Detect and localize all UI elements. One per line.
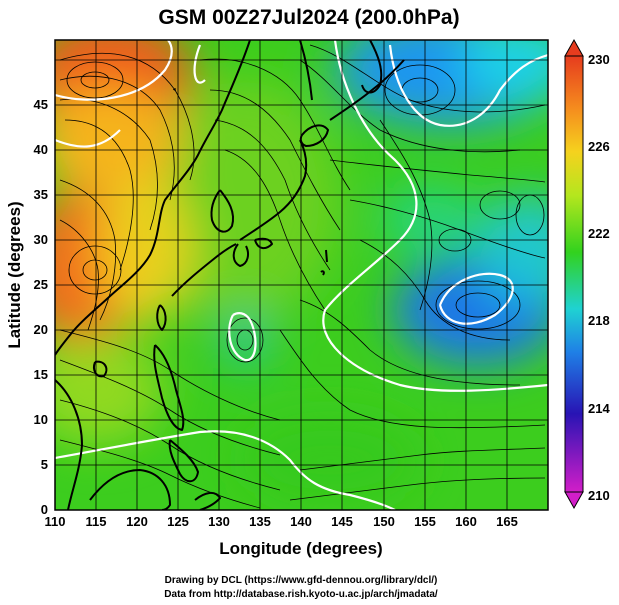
x-axis-label: Longitude (degrees) <box>219 539 382 558</box>
y-tick-label: 35 <box>34 187 48 202</box>
colorbar: 210 214 218 222 226 230 <box>564 38 610 510</box>
luzon <box>153 344 185 431</box>
x-tick-label: 150 <box>373 514 395 529</box>
x-tick-label: 165 <box>496 514 518 529</box>
sulawesi <box>194 492 221 510</box>
y-tick-label: 40 <box>34 142 48 157</box>
x-tick-label: 145 <box>331 514 353 529</box>
y-tick-label: 15 <box>34 367 48 382</box>
colorbar-tick-label: 214 <box>588 401 610 416</box>
y-tick-label: 30 <box>34 232 48 247</box>
philippines-south <box>168 439 199 483</box>
kamchatka <box>361 40 383 94</box>
x-axis: 110 115 120 125 130 135 140 145 150 155 … <box>45 514 518 558</box>
y-tick-label: 20 <box>34 322 48 337</box>
y-axis: 0 5 10 15 20 25 30 35 40 45 Latitude (de… <box>5 97 48 517</box>
japan-shikoku <box>254 237 273 250</box>
sakhalin-kurils <box>299 40 405 121</box>
colorbar-tick-label: 230 <box>588 52 610 67</box>
colorbar-top-triangle <box>564 38 584 57</box>
credit-data: Data from http://database.rish.kyoto-u.a… <box>164 589 438 600</box>
plot-frame <box>54 39 549 511</box>
x-tick-label: 125 <box>167 514 189 529</box>
x-tick-label: 120 <box>126 514 148 529</box>
borneo <box>89 469 171 510</box>
colorbar-tick-label: 222 <box>588 226 610 241</box>
indochina <box>55 379 83 510</box>
colorbar-tick-label: 226 <box>588 139 610 154</box>
colorbar-bottom-triangle <box>564 491 584 510</box>
credit-drawing: Drawing by DCL (https://www.gfd-dennou.o… <box>165 575 438 586</box>
colorbar-tick-label: 218 <box>588 313 610 328</box>
hokkaido <box>299 124 329 147</box>
colorbar-tick-label: 210 <box>588 488 610 503</box>
coastlines <box>55 40 405 510</box>
colorbar-bar <box>564 55 584 493</box>
japan-honshu <box>239 139 308 241</box>
guam <box>320 270 325 276</box>
x-tick-label: 160 <box>455 514 477 529</box>
ryukyu <box>171 243 237 297</box>
y-tick-label: 25 <box>34 277 48 292</box>
marianas <box>325 249 328 263</box>
y-tick-label: 45 <box>34 97 48 112</box>
chart-title: GSM 00Z27Jul2024 (200.0hPa) <box>158 6 459 29</box>
temperature-field <box>55 40 548 510</box>
y-tick-label: 0 <box>41 502 48 517</box>
lat-lon-grid <box>55 40 548 510</box>
x-tick-label: 155 <box>414 514 436 529</box>
korea <box>210 189 234 233</box>
y-tick-label: 5 <box>41 457 48 472</box>
x-tick-label: 135 <box>249 514 271 529</box>
x-tick-label: 140 <box>290 514 312 529</box>
asia-coast <box>55 40 251 356</box>
taiwan <box>156 304 167 331</box>
japan-kyushu <box>232 243 249 267</box>
y-tick-label: 10 <box>34 412 48 427</box>
x-tick-label: 130 <box>208 514 230 529</box>
hainan <box>93 360 108 378</box>
y-axis-label: Latitude (degrees) <box>5 201 24 348</box>
x-tick-label: 110 <box>45 514 66 529</box>
x-tick-label: 115 <box>86 514 107 529</box>
